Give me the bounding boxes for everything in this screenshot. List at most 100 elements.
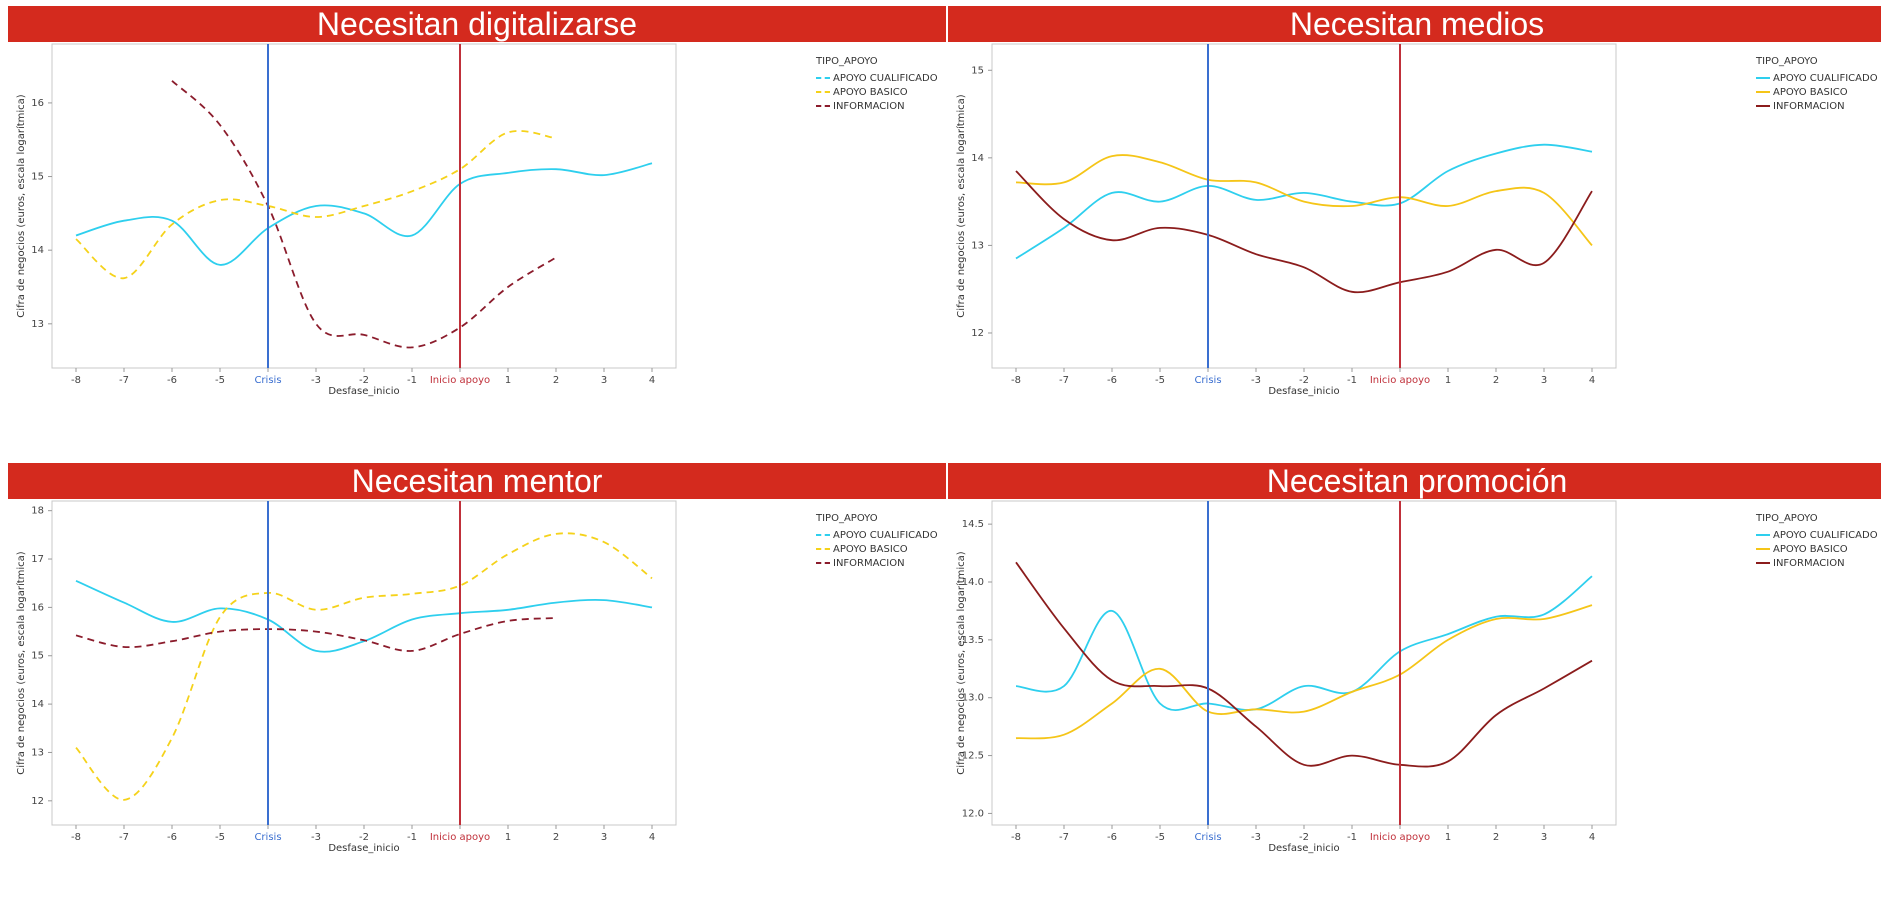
x-tick-label: 4: [649, 375, 655, 386]
y-axis-label: Cifra de negocios (euros, escala logarít…: [15, 94, 27, 317]
chart-panel-3: Necesitan promoción 12.0 12.5 13.0 13.5 14.0…: [948, 463, 1881, 921]
x-tick-label: -3: [1251, 375, 1261, 386]
legend-item-basico: APOYO BASICO: [1756, 85, 1878, 99]
y-tick-label: 13.5: [962, 635, 984, 646]
legend-swatch: [816, 105, 830, 107]
series-line-2: [75, 617, 557, 652]
legend-label: INFORMACION: [1773, 557, 1845, 569]
x-tick-label: Crisis: [1194, 832, 1221, 843]
x-tick-label: Crisis: [1194, 375, 1221, 386]
x-tick-label: -8: [71, 832, 81, 843]
x-tick-label: -7: [119, 832, 129, 843]
x-tick-label: Crisis: [254, 375, 281, 386]
legend-swatch: [816, 77, 830, 79]
x-tick-label: -6: [167, 832, 177, 843]
y-tick-label: 12: [971, 328, 984, 339]
series-line-1: [75, 130, 557, 280]
x-tick-label: 1: [505, 375, 511, 386]
legend-item-cualificado: APOYO CUALIFICADO: [1756, 528, 1878, 542]
x-tick-label: 1: [1445, 375, 1451, 386]
series-line-1: [1015, 604, 1593, 740]
legend-swatch: [816, 534, 830, 536]
y-tick-label: 13: [31, 319, 44, 330]
x-tick-label: -2: [359, 832, 369, 843]
x-tick-label: -2: [359, 375, 369, 386]
y-tick-label: 13.0: [962, 693, 984, 704]
x-tick-label: -3: [1251, 832, 1261, 843]
chart-title: Necesitan medios: [948, 6, 1881, 42]
y-axis-label: Cifra de negocios (euros, escala logarít…: [955, 551, 967, 774]
legend-item-informacion: INFORMACION: [1756, 99, 1878, 113]
x-tick-label: -6: [167, 375, 177, 386]
legend-item-informacion: INFORMACION: [1756, 556, 1878, 570]
legend-swatch: [1756, 91, 1770, 93]
x-axis-label: Desfase_inicio: [328, 843, 399, 854]
x-tick-label: -2: [1299, 375, 1309, 386]
legend-swatch: [1756, 534, 1770, 536]
legend-label: INFORMACION: [1773, 100, 1845, 112]
legend-item-cualificado: APOYO CUALIFICADO: [1756, 71, 1878, 85]
chart-plot: 12.0 12.5 13.0 13.5 14.0 14.5 -8 -7 -6 -5 Crisis -3…: [955, 500, 1617, 854]
x-tick-label: -7: [119, 375, 129, 386]
x-axis-label: Desfase_inicio: [1268, 386, 1339, 397]
x-tick-label: 3: [1541, 375, 1547, 386]
x-tick-label: 4: [1589, 832, 1595, 843]
x-axis-label: Desfase_inicio: [328, 386, 399, 397]
x-tick-label: 2: [1493, 375, 1499, 386]
legend-label: INFORMACION: [833, 100, 905, 112]
plot-area: [51, 500, 677, 826]
legend-item-basico: APOYO BASICO: [816, 542, 938, 556]
legend-label: APOYO BASICO: [833, 543, 908, 555]
legend-label: INFORMACION: [833, 557, 905, 569]
x-tick-label: Crisis: [254, 832, 281, 843]
legend-item-basico: APOYO BASICO: [816, 85, 938, 99]
legend-swatch: [1756, 562, 1770, 564]
legend-label: APOYO CUALIFICADO: [833, 529, 938, 541]
y-axis-label: Cifra de negocios (euros, escala logarít…: [955, 94, 967, 317]
x-tick-label: -1: [407, 375, 417, 386]
y-tick-label: 14: [971, 153, 984, 164]
x-tick-label: 3: [601, 832, 607, 843]
chart-title: Necesitan promoción: [948, 463, 1881, 499]
x-tick-label: Inicio apoyo: [430, 375, 490, 386]
x-tick-label: -3: [311, 375, 321, 386]
legend-item-informacion: INFORMACION: [816, 556, 938, 570]
y-tick-label: 15: [31, 651, 44, 662]
chart-panel-2: Necesitan mentor 12 13 14 15 16 17 18 -8 -7 -6 -5 C…: [8, 463, 946, 921]
legend-title: TIPO_APOYO: [816, 56, 878, 67]
legend-swatch: [1756, 77, 1770, 79]
legend: TIPO_APOYO APOYO CUALIFICADO APOYO BASIC…: [816, 513, 938, 570]
x-tick-label: 2: [553, 832, 559, 843]
x-tick-label: -5: [215, 375, 225, 386]
series-line-2: [171, 80, 557, 349]
chart-title: Necesitan mentor: [8, 463, 946, 499]
series-line-2: [1015, 561, 1593, 768]
y-tick-label: 16: [31, 602, 44, 613]
x-tick-label: 1: [1445, 832, 1451, 843]
legend: TIPO_APOYO APOYO CUALIFICADO APOYO BASIC…: [1756, 56, 1878, 113]
y-tick-label: 14: [31, 245, 44, 256]
x-tick-label: -8: [1011, 832, 1021, 843]
legend-label: APOYO CUALIFICADO: [1773, 529, 1878, 541]
y-tick-label: 14: [31, 699, 44, 710]
legend-title: TIPO_APOYO: [1756, 513, 1818, 524]
x-tick-label: -1: [1347, 832, 1357, 843]
legend-swatch: [1756, 548, 1770, 550]
y-tick-label: 13: [971, 240, 984, 251]
series-line-0: [1015, 143, 1593, 260]
x-tick-label: 1: [505, 832, 511, 843]
x-tick-label: -1: [407, 832, 417, 843]
legend: TIPO_APOYO APOYO CUALIFICADO APOYO BASIC…: [816, 56, 938, 113]
x-tick-label: -3: [311, 832, 321, 843]
legend-label: APOYO CUALIFICADO: [1773, 72, 1878, 84]
y-tick-label: 18: [31, 506, 44, 517]
y-tick-label: 14.0: [962, 577, 984, 588]
series-line-1: [75, 532, 653, 801]
legend-swatch: [816, 91, 830, 93]
legend-title: TIPO_APOYO: [816, 513, 878, 524]
x-tick-label: -5: [215, 832, 225, 843]
series-line-2: [1015, 170, 1593, 294]
x-tick-label: 2: [553, 375, 559, 386]
